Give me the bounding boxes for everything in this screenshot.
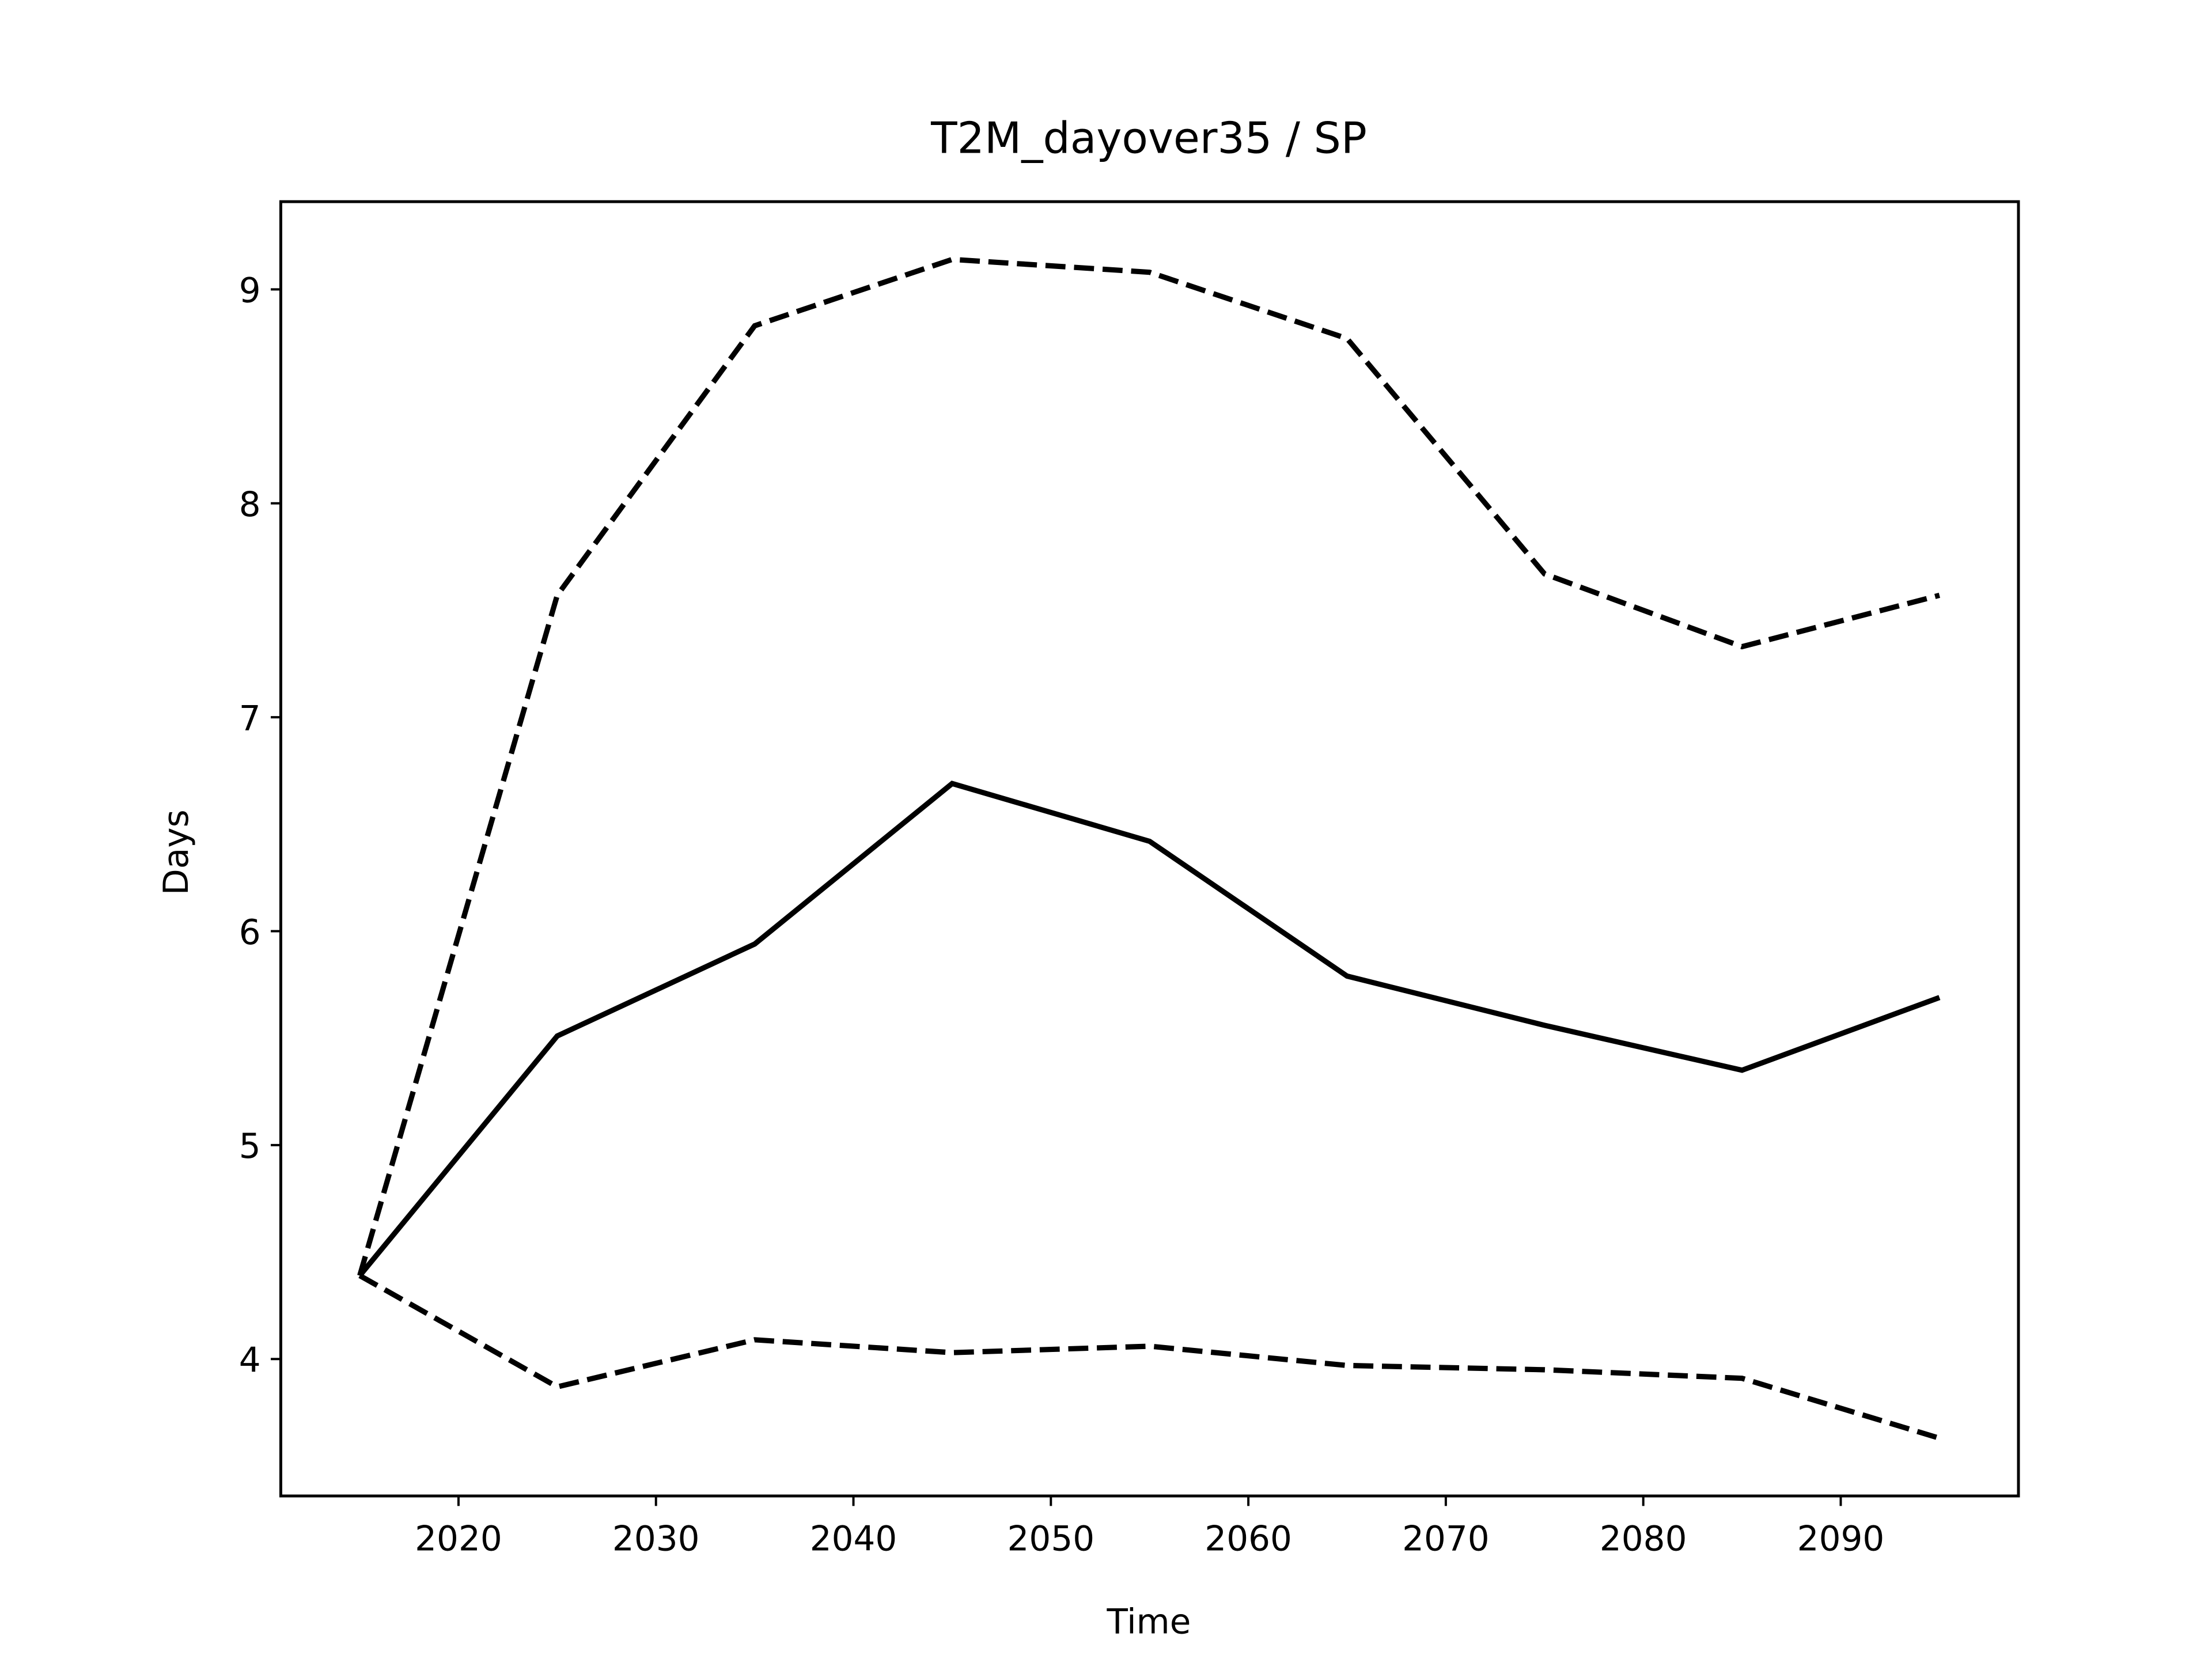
x-tick-label: 2040 (810, 1519, 897, 1559)
x-tick-label: 2050 (1007, 1519, 1095, 1559)
y-axis-label: Days (157, 809, 196, 895)
x-tick-label: 2080 (1600, 1519, 1687, 1559)
data-line (358, 1273, 1941, 1441)
x-tick-label: 2060 (1205, 1519, 1292, 1559)
y-tick-label: 4 (239, 1341, 261, 1381)
y-tick-label: 5 (239, 1127, 261, 1166)
chart-title: T2M_dayover35 / SP (930, 113, 1367, 164)
plot-frame (279, 200, 2020, 1498)
y-tick-label: 9 (239, 271, 261, 311)
x-axis-label: Time (1107, 1602, 1191, 1642)
y-tick-label: 7 (239, 699, 261, 738)
data-line (357, 256, 1941, 1277)
data-line (358, 781, 1941, 1278)
x-tick-label: 2020 (415, 1519, 502, 1559)
x-tick-label: 2090 (1797, 1519, 1885, 1559)
y-tick-label: 6 (239, 913, 261, 953)
x-tick-label: 2070 (1402, 1519, 1490, 1559)
y-tick-label: 8 (239, 485, 261, 525)
x-tick-label: 2030 (612, 1519, 700, 1559)
